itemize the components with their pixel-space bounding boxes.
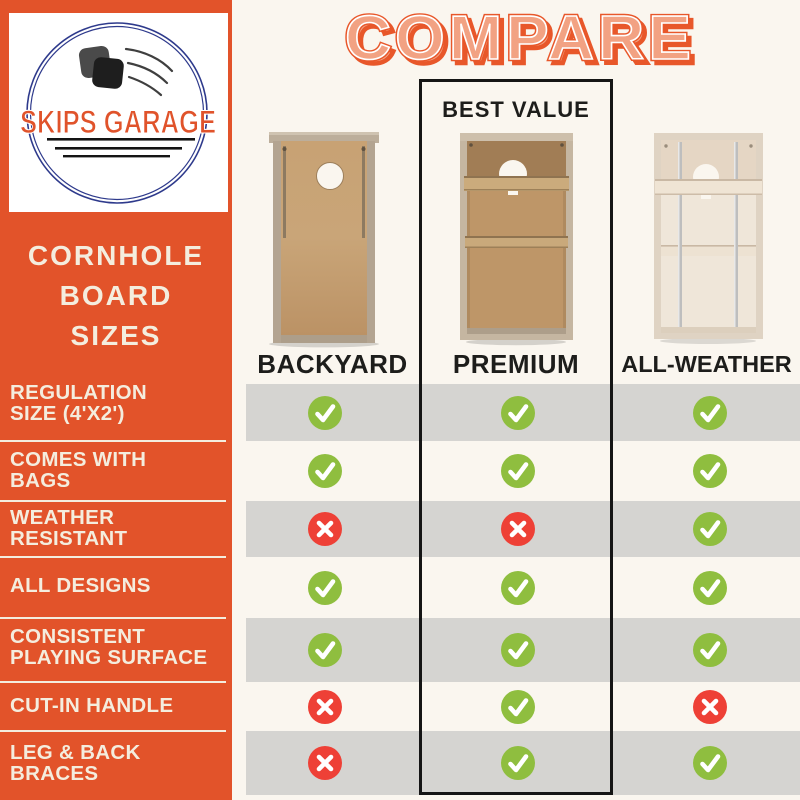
feature-label: LEG & BACK BRACES: [10, 742, 225, 784]
feature-label-line: BRACES: [10, 762, 99, 785]
check-icon: [308, 633, 342, 667]
feature-label-line: SIZE (4'X2'): [10, 402, 125, 425]
compare-title-shadow: COMPARE: [349, 8, 699, 77]
motion-lines-icon: [124, 47, 174, 97]
cross-icon: [308, 689, 342, 724]
allweather-board-image: [654, 133, 763, 344]
feature-label-line: WEATHER: [10, 506, 115, 529]
feature-label-line: CONSISTENT: [10, 625, 146, 648]
logo-circle-outer: [26, 22, 208, 204]
check-icon: [501, 570, 535, 605]
cross-icon: [693, 689, 727, 724]
feature-divider: [0, 500, 226, 502]
feature-divider: [0, 556, 226, 558]
check-icon: [693, 512, 727, 546]
comparison-row: [246, 384, 800, 441]
feature-label: CUT-IN HANDLE: [10, 695, 225, 716]
check-icon: [308, 570, 342, 605]
comparison-row: [246, 441, 800, 501]
check-icon: [693, 454, 727, 488]
backyard-board-image: [269, 132, 379, 348]
best-value-highlight-box: BEST VALUE: [419, 79, 613, 795]
brand-name: SKIPS GARAGE: [20, 104, 216, 140]
feature-label: CONSISTENT PLAYING SURFACE: [10, 626, 225, 668]
metal-brace-rods: [678, 142, 738, 332]
feature-divider: [0, 681, 226, 683]
feature-label-line: COMES WITH: [10, 448, 147, 471]
comparison-row: [246, 682, 800, 731]
feature-label-line: BAGS: [10, 469, 71, 492]
cross-icon: [501, 512, 535, 546]
feature-label: ALL DESIGNS: [10, 575, 225, 596]
check-icon: [501, 454, 535, 488]
feature-label-line: REGULATION: [10, 381, 148, 404]
cross-icon: [308, 512, 342, 546]
feature-label: WEATHER RESISTANT: [10, 507, 225, 549]
feature-label-line: LEG & BACK: [10, 741, 141, 764]
feature-label: COMES WITH BAGS: [10, 449, 225, 491]
comparison-row: [246, 731, 800, 795]
compare-title-outline: COMPARE: [345, 4, 695, 73]
check-icon: [501, 746, 535, 780]
premium-board-image: [460, 133, 573, 346]
feature-label-line: ALL DESIGNS: [10, 574, 151, 597]
feature-label-line: RESISTANT: [10, 527, 128, 550]
check-icon: [693, 633, 727, 667]
check-icon: [501, 633, 535, 667]
check-icon: [693, 395, 727, 430]
compare-title-text: COMPARE: [345, 4, 695, 73]
board-hole: [316, 162, 344, 190]
sidebar: SKIPS GARAGE CORNHOLE BOARD SIZES REGULA…: [0, 0, 232, 800]
skips-garage-logo: SKIPS GARAGE: [20, 22, 217, 204]
column-label-backyard: BACKYARD: [257, 349, 408, 379]
check-icon: [501, 689, 535, 724]
logo-underline-lines: [47, 138, 195, 158]
sidebar-heading: CORNHOLE BOARD SIZES: [0, 236, 232, 356]
feature-divider: [0, 730, 226, 732]
feature-label: REGULATION SIZE (4'X2'): [10, 382, 225, 424]
cornhole-bag-icon: [92, 57, 124, 89]
feature-label-line: CUT-IN HANDLE: [10, 694, 174, 717]
column-label-allweather: ALL-WEATHER: [621, 351, 792, 377]
sidebar-heading-line: CORNHOLE: [27, 240, 205, 271]
logo-circle-inner: [29, 25, 205, 201]
sidebar-heading-line: SIZES: [70, 320, 162, 351]
check-icon: [693, 570, 727, 605]
comparison-row: [246, 557, 800, 618]
cross-icon: [308, 746, 342, 780]
feature-label-line: PLAYING SURFACE: [10, 646, 208, 669]
brand-logo: SKIPS GARAGE: [9, 13, 228, 212]
sidebar-heading-line: BOARD: [59, 280, 173, 311]
feature-divider: [0, 440, 226, 442]
best-value-badge: BEST VALUE: [442, 97, 590, 122]
check-icon: [501, 395, 535, 430]
check-icon: [693, 746, 727, 780]
column-label-premium: PREMIUM: [452, 349, 580, 379]
check-icon: [308, 395, 342, 430]
check-icon: [308, 454, 342, 488]
compare-title: COMPARE COMPARE COMPARE: [343, 2, 699, 80]
feature-divider: [0, 617, 226, 619]
comparison-row: [246, 618, 800, 682]
comparison-row: [246, 501, 800, 557]
